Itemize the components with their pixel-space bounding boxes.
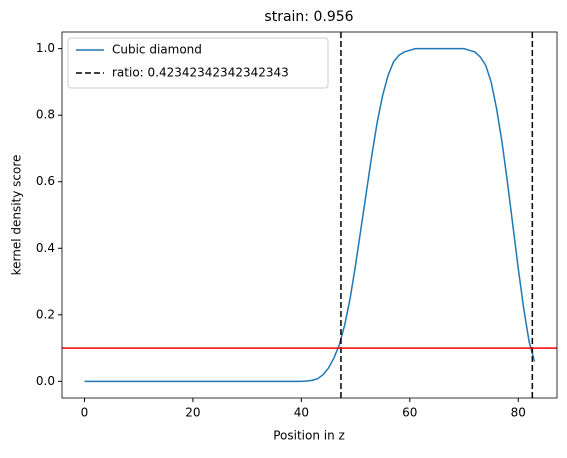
y-axis-label: kernel density score — [10, 155, 24, 276]
y-tick-label: 0.4 — [36, 241, 55, 255]
y-tick-label: 0.2 — [36, 307, 55, 321]
y-tick-label: 0.6 — [36, 174, 55, 188]
x-tick-label: 0 — [81, 406, 89, 420]
legend-label: ratio: 0.42342342342342343 — [112, 66, 289, 80]
x-tick-label: 60 — [402, 406, 417, 420]
legend-box — [67, 37, 329, 89]
y-tick-label: 0.0 — [36, 374, 55, 388]
x-axis-label: Position in z — [273, 429, 345, 443]
chart-title: strain: 0.956 — [264, 9, 353, 25]
x-tick-label: 80 — [511, 406, 526, 420]
x-tick-label: 20 — [185, 406, 200, 420]
legend-label: Cubic diamond — [112, 43, 202, 57]
x-tick-label: 40 — [294, 406, 309, 420]
data-line — [84, 47, 536, 383]
plot-frame — [61, 31, 558, 399]
y-tick-label: 0.8 — [36, 108, 55, 122]
y-tick-label: 1.0 — [36, 41, 55, 55]
